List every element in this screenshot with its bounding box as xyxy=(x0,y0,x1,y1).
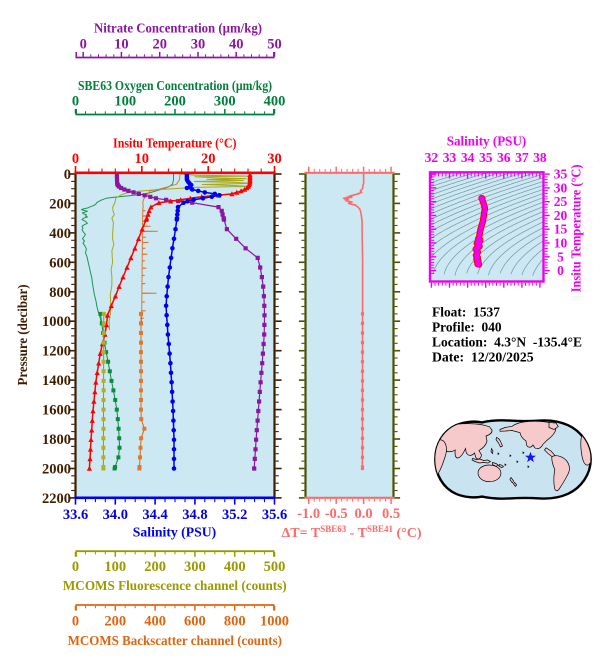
svg-text:10: 10 xyxy=(135,151,150,167)
svg-text:40: 40 xyxy=(229,37,244,53)
svg-text:1000: 1000 xyxy=(42,314,71,330)
svg-text:35: 35 xyxy=(554,167,568,182)
svg-text:34.4: 34.4 xyxy=(142,507,167,523)
svg-text:35.6: 35.6 xyxy=(262,507,287,523)
svg-text:2000: 2000 xyxy=(42,462,71,478)
svg-text:0.0: 0.0 xyxy=(355,506,373,522)
svg-text:MCOMS Backscatter channel (cou: MCOMS Backscatter channel (counts) xyxy=(68,634,283,649)
svg-text:33.6: 33.6 xyxy=(63,507,88,523)
svg-text:1000: 1000 xyxy=(260,614,289,630)
svg-text:35.2: 35.2 xyxy=(222,507,247,523)
svg-text:400: 400 xyxy=(224,559,246,575)
svg-text:20: 20 xyxy=(201,151,216,167)
svg-text:15: 15 xyxy=(554,222,568,237)
svg-text:0: 0 xyxy=(72,614,79,630)
svg-text:300: 300 xyxy=(184,559,206,575)
svg-text:Salinity (PSU): Salinity (PSU) xyxy=(133,526,217,541)
svg-text:0: 0 xyxy=(557,263,564,278)
svg-text:Nitrate Concentration (µm/kg): Nitrate Concentration (µm/kg) xyxy=(94,22,262,37)
svg-text:400: 400 xyxy=(49,226,71,242)
svg-text:300: 300 xyxy=(214,94,236,110)
svg-text:600: 600 xyxy=(184,614,206,630)
svg-text:10: 10 xyxy=(114,37,129,53)
svg-text:32: 32 xyxy=(425,150,439,165)
svg-text:800: 800 xyxy=(49,285,71,301)
svg-text:36: 36 xyxy=(497,150,511,165)
svg-text:5: 5 xyxy=(557,249,564,264)
svg-text:30: 30 xyxy=(191,37,206,53)
svg-text:34: 34 xyxy=(461,150,475,165)
svg-text:Float: 1537: Float: 1537 xyxy=(432,306,500,321)
svg-text:-1.0: -1.0 xyxy=(297,506,320,522)
svg-text:200: 200 xyxy=(49,196,71,212)
svg-text:100: 100 xyxy=(104,559,126,575)
svg-text:10: 10 xyxy=(554,236,568,251)
svg-text:34.0: 34.0 xyxy=(103,507,128,523)
svg-text:Profile: 040: Profile: 040 xyxy=(432,321,502,336)
svg-text:38: 38 xyxy=(533,150,547,165)
svg-text:30: 30 xyxy=(554,180,568,195)
svg-text:200: 200 xyxy=(144,559,166,575)
svg-text:Date: 12/20/2025: Date: 12/20/2025 xyxy=(432,351,534,366)
svg-text:Insitu Temperature (°C): Insitu Temperature (°C) xyxy=(570,164,585,292)
svg-text:Location: 4.3°N -135.4°E: Location: 4.3°N -135.4°E xyxy=(432,336,582,351)
svg-text:100: 100 xyxy=(114,94,136,110)
svg-text:0: 0 xyxy=(72,151,79,167)
svg-text:20: 20 xyxy=(554,208,568,223)
svg-text:35: 35 xyxy=(479,150,493,165)
svg-text:2200: 2200 xyxy=(42,491,71,507)
svg-text:30: 30 xyxy=(267,151,282,167)
svg-text:ΔT= TSBE63 - TSBE41 (°C): ΔT= TSBE63 - TSBE41 (°C) xyxy=(282,524,422,541)
svg-text:0: 0 xyxy=(80,37,87,53)
svg-text:1800: 1800 xyxy=(42,432,71,448)
svg-text:1600: 1600 xyxy=(42,403,71,419)
svg-text:37: 37 xyxy=(515,150,529,165)
svg-text:500: 500 xyxy=(264,559,286,575)
svg-text:33: 33 xyxy=(443,150,457,165)
svg-text:Salinity (PSU): Salinity (PSU) xyxy=(447,135,527,150)
svg-text:0.5: 0.5 xyxy=(382,506,400,522)
svg-text:Insitu Temperature (°C): Insitu Temperature (°C) xyxy=(113,137,237,152)
svg-text:200: 200 xyxy=(104,614,126,630)
svg-text:600: 600 xyxy=(49,255,71,271)
svg-text:MCOMS Fluorescence channel (co: MCOMS Fluorescence channel (counts) xyxy=(63,579,287,594)
svg-text:-0.5: -0.5 xyxy=(325,506,348,522)
svg-text:0: 0 xyxy=(72,94,79,110)
svg-text:0: 0 xyxy=(64,167,71,183)
svg-text:0: 0 xyxy=(72,559,79,575)
svg-text:34.8: 34.8 xyxy=(182,507,207,523)
svg-text:Pressure (decibar): Pressure (decibar) xyxy=(16,284,31,385)
svg-text:200: 200 xyxy=(164,94,186,110)
svg-text:400: 400 xyxy=(144,614,166,630)
svg-text:1400: 1400 xyxy=(42,373,71,389)
svg-text:SBE63 Oxygen Concentration (µm: SBE63 Oxygen Concentration (µm/kg) xyxy=(78,79,272,94)
svg-text:50: 50 xyxy=(267,37,282,53)
svg-text:400: 400 xyxy=(264,94,286,110)
svg-text:800: 800 xyxy=(224,614,246,630)
svg-text:25: 25 xyxy=(554,194,568,209)
svg-text:20: 20 xyxy=(152,37,167,53)
svg-text:1200: 1200 xyxy=(42,344,71,360)
